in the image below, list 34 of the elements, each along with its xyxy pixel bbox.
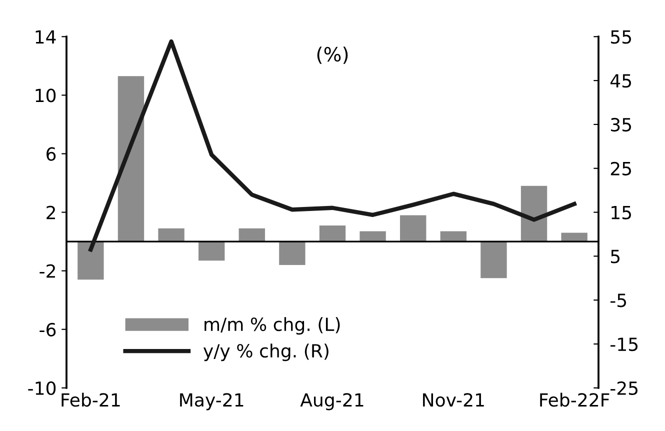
y2-tick-label: -25	[610, 381, 638, 396]
chart-title: (%)	[317, 46, 348, 64]
bar	[238, 228, 265, 242]
x-tick-label: Feb-22F	[540, 392, 610, 407]
x-tick-label: May-21	[180, 393, 244, 410]
y-tick-label: 2	[46, 206, 55, 220]
y-tick-label: 10	[36, 88, 56, 102]
bar	[480, 242, 507, 278]
bar	[158, 228, 184, 242]
bar	[118, 76, 144, 242]
legend-label: y/y % chg. (R)	[203, 344, 328, 362]
bar	[78, 242, 104, 280]
x-tick-label: Aug-21	[300, 393, 364, 410]
bar	[319, 225, 346, 242]
line-series	[88, 39, 576, 252]
x-tick-label: Nov-21	[423, 393, 484, 407]
legend-label: m/m % chg. (L)	[204, 317, 340, 335]
y2-tick-label: 15	[612, 206, 632, 220]
y-tick-label: -2	[40, 264, 55, 278]
y-tick-label: 14	[36, 30, 56, 44]
y2-tick-label: -15	[610, 338, 638, 352]
bar	[400, 215, 426, 242]
bar	[279, 242, 306, 265]
y-tick-label: -6	[40, 322, 56, 336]
y2-tick-label: 25	[610, 162, 632, 176]
y2-tick-label: 35	[610, 118, 632, 132]
y2-tick-label: 5	[611, 250, 620, 264]
y2-tick-label: 55	[611, 30, 632, 44]
y-tick-label: 6	[46, 147, 56, 161]
x-tick-label: Feb-21	[62, 392, 120, 407]
bar	[198, 242, 225, 261]
y2-tick-label: 45	[610, 74, 632, 88]
y2-tick-label: -5	[610, 294, 626, 308]
y-tick-label: -10	[28, 381, 56, 396]
